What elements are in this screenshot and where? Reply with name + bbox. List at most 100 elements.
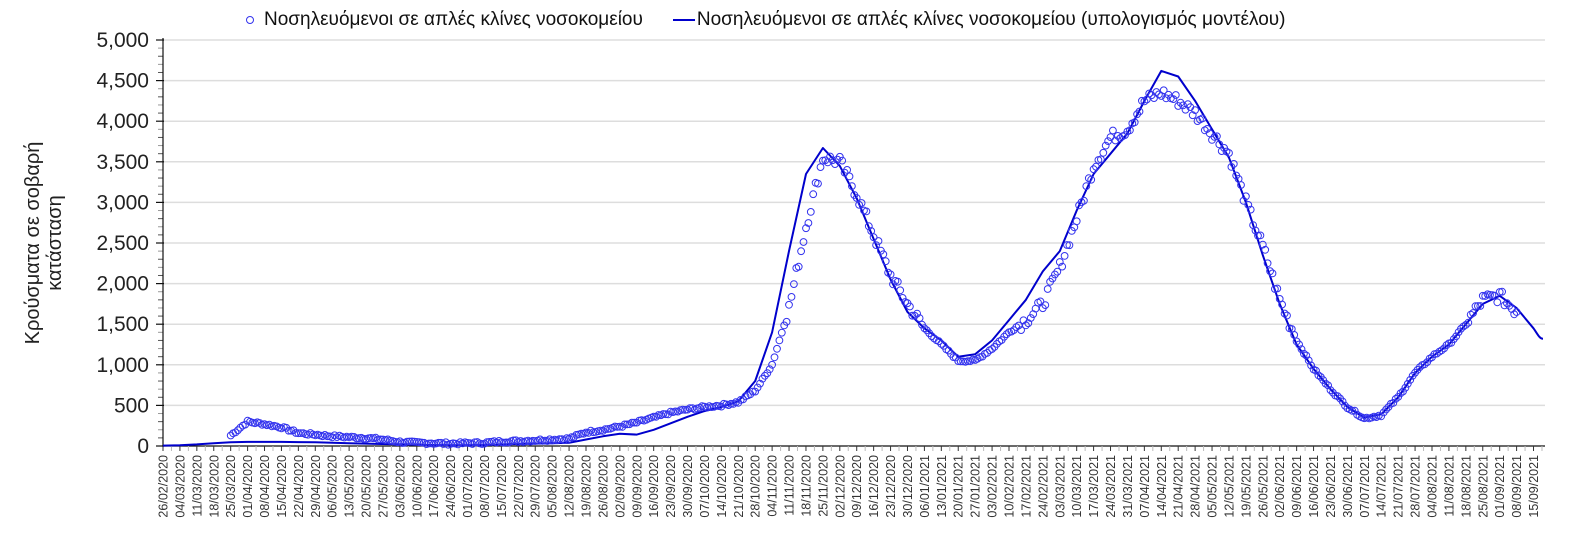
legend-item-observed: Νοσηλευόμενοι σε απλές κλίνες νοσοκομείο… (240, 9, 643, 31)
x-tick-label: 20/01/2021 (952, 455, 966, 518)
x-tick-label: 16/12/2020 (867, 455, 881, 518)
x-tick-label: 25/08/2021 (1476, 455, 1490, 518)
x-tick-label: 15/07/2020 (495, 455, 509, 518)
y-tick-label: 4,000 (96, 110, 149, 133)
x-tick-label: 27/05/2020 (376, 455, 390, 518)
y-axis-title-line1: Κρούσματα σε σοβαρή (22, 141, 44, 345)
x-tick-label: 18/03/2020 (207, 455, 221, 518)
x-tick-label: 21/04/2021 (1172, 455, 1186, 518)
x-tick-label: 08/09/2021 (1510, 455, 1524, 518)
x-tick-label: 30/09/2020 (681, 455, 695, 518)
x-tick-label: 08/04/2020 (258, 455, 272, 518)
legend-label-model: Νοσηλευόμενοι σε απλές κλίνες νοσοκομείο… (696, 9, 1286, 30)
x-tick-label: 30/12/2020 (901, 455, 915, 518)
x-tick-label: 24/03/2021 (1104, 455, 1118, 518)
x-tick-label: 14/07/2021 (1375, 455, 1389, 518)
x-tick-label: 07/04/2021 (1138, 455, 1152, 518)
x-tick-label: 18/08/2021 (1459, 455, 1473, 518)
x-tick-label: 17/03/2021 (1087, 455, 1101, 518)
x-tick-label: 28/10/2020 (749, 455, 763, 518)
x-tick-label: 27/01/2021 (969, 455, 983, 518)
x-tick-label: 05/05/2021 (1206, 455, 1220, 518)
x-tick-label: 01/07/2020 (461, 455, 475, 518)
x-tick-label: 10/02/2021 (1003, 455, 1017, 518)
x-tick-label: 05/08/2020 (546, 455, 560, 518)
y-tick-label: 3,000 (96, 191, 149, 214)
x-tick-label: 06/01/2021 (918, 455, 932, 518)
x-tick-label: 30/06/2021 (1341, 455, 1355, 518)
x-tick-label: 11/08/2021 (1442, 455, 1456, 517)
x-tick-label: 16/09/2020 (647, 455, 661, 518)
x-tick-label: 17/02/2021 (1019, 455, 1033, 518)
x-tick-label: 07/07/2021 (1358, 455, 1372, 518)
x-tick-label: 01/04/2020 (241, 455, 255, 518)
x-tick-label: 09/12/2020 (850, 455, 864, 518)
y-tick-label: 2,000 (96, 273, 149, 296)
x-tick-label: 28/04/2021 (1189, 455, 1203, 518)
open-circle-marker-icon (246, 16, 254, 24)
x-tick-label: 22/07/2020 (512, 455, 526, 518)
observed-series-points (226, 86, 1521, 449)
x-tick-label: 17/06/2020 (427, 455, 441, 518)
x-tick-label: 09/06/2021 (1290, 455, 1304, 518)
x-tick-label: 15/09/2021 (1527, 455, 1541, 518)
x-tick-label: 02/09/2020 (613, 455, 627, 518)
legend-item-model: Νοσηλευόμενοι σε απλές κλίνες νοσοκομείο… (643, 9, 1286, 31)
x-tick-label: 20/05/2020 (360, 455, 374, 518)
y-tick-label: 0 (137, 435, 149, 458)
x-tick-label: 19/08/2020 (580, 455, 594, 518)
x-tick-label: 31/03/2021 (1121, 455, 1135, 518)
x-tick-label: 03/06/2020 (393, 455, 407, 518)
x-tick-label: 21/07/2021 (1392, 455, 1406, 518)
x-tick-label: 10/06/2020 (410, 455, 424, 518)
y-tick-label: 1,500 (96, 313, 149, 336)
x-tick-label: 25/11/2020 (816, 455, 830, 517)
x-tick-label: 13/01/2021 (935, 455, 949, 518)
y-tick-label: 1,000 (96, 354, 149, 377)
x-tick-label: 15/04/2020 (275, 455, 289, 518)
x-tick-label: 04/11/2020 (766, 455, 780, 517)
x-tick-label: 04/08/2021 (1426, 455, 1440, 518)
x-tick-label: 14/10/2020 (715, 455, 729, 518)
x-tick-label: 10/03/2021 (1070, 455, 1084, 518)
x-tick-label: 03/02/2021 (986, 455, 1000, 518)
x-tick-label: 19/05/2021 (1239, 455, 1253, 518)
x-tick-label: 12/08/2020 (563, 455, 577, 518)
x-tick-label: 01/09/2021 (1493, 455, 1507, 518)
y-axis-title: Κρούσματα σε σοβαρή κατάσταση (22, 142, 66, 345)
x-axis: 26/02/2020 04/03/2020 11/03/2020 18/03/2020… (157, 445, 1545, 518)
x-tick-label: 12/05/2021 (1222, 455, 1236, 518)
x-tick-label: 23/12/2020 (884, 455, 898, 518)
x-tick-label: 24/02/2021 (1036, 455, 1050, 518)
y-tick-label: 3,500 (96, 151, 149, 174)
x-tick-label: 16/06/2021 (1307, 455, 1321, 518)
x-tick-label: 07/10/2020 (698, 455, 712, 518)
y-axis-title-line2: κατάσταση (44, 195, 66, 291)
x-tick-label: 26/02/2020 (157, 455, 171, 518)
x-tick-label: 09/09/2020 (630, 455, 644, 518)
x-tick-label: 11/11/2020 (783, 455, 797, 516)
x-tick-label: 08/07/2020 (478, 455, 492, 518)
x-tick-label: 14/04/2021 (1155, 455, 1169, 518)
y-tick-label: 500 (114, 394, 149, 417)
x-tick-label: 02/12/2020 (833, 455, 847, 518)
x-tick-label: 29/07/2020 (529, 455, 543, 518)
x-tick-label: 28/07/2021 (1409, 455, 1423, 518)
x-tick-label: 29/04/2020 (309, 455, 323, 518)
chart-legend: Νοσηλευόμενοι σε απλές κλίνες νοσοκομείο… (240, 7, 1285, 33)
y-axis: 0 500 1,000 1,500 2,000 2,500 3,000 3,500 4,000 4… (96, 29, 164, 458)
x-tick-label: 03/03/2021 (1053, 455, 1067, 518)
y-tick-label: 5,000 (96, 29, 149, 52)
x-tick-label: 25/03/2020 (224, 455, 238, 518)
y-tick-label: 2,500 (96, 232, 149, 255)
x-tick-label: 02/06/2021 (1273, 455, 1287, 518)
x-tick-label: 22/04/2020 (292, 455, 306, 518)
y-tick-label: 4,500 (96, 70, 149, 93)
x-tick-label: 18/11/2020 (799, 455, 813, 517)
x-tick-label: 24/06/2020 (444, 455, 458, 518)
x-tick-label: 13/05/2020 (343, 455, 357, 518)
gridlines (163, 39, 1545, 407)
model-series-line (162, 69, 1544, 447)
x-tick-label: 04/03/2020 (173, 455, 187, 518)
